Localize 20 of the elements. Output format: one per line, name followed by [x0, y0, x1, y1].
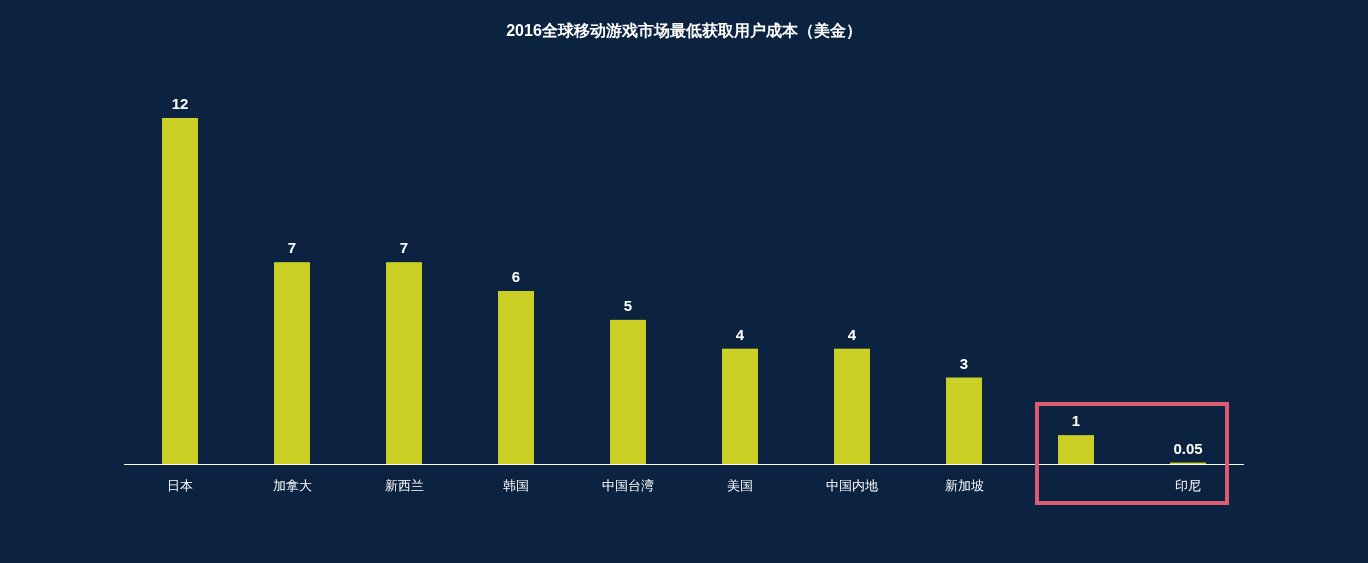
data-label: 1 — [1071, 412, 1081, 430]
x-tick-label: 韩国 — [503, 478, 529, 493]
title: 2016全球移动游戏市场最低获取用户成本（美金） — [506, 22, 862, 39]
data-label: 12 — [171, 95, 189, 112]
data-label: 5 — [623, 296, 633, 314]
data-label: 3 — [959, 354, 969, 372]
x-tick-label: 加拿大 — [272, 478, 312, 493]
data-label: 4 — [735, 325, 745, 343]
data-label: 7 — [287, 239, 297, 257]
data-label: 0.05 — [1173, 439, 1203, 457]
x-tick-label: 印尼 — [1175, 478, 1201, 493]
data-label: 7 — [399, 239, 409, 257]
x-tick-label: 日本 — [167, 478, 193, 493]
x-tick-label: 中国台湾 — [602, 478, 654, 493]
x-tick-label: 新加坡 — [944, 478, 984, 493]
data-label: 6 — [511, 268, 521, 285]
x-tick-label: 新西兰 — [384, 478, 424, 493]
data-label: 4 — [847, 325, 857, 343]
x-tick-label: 美国 — [727, 478, 753, 493]
x-tick-label: 中国内地 — [826, 478, 878, 493]
